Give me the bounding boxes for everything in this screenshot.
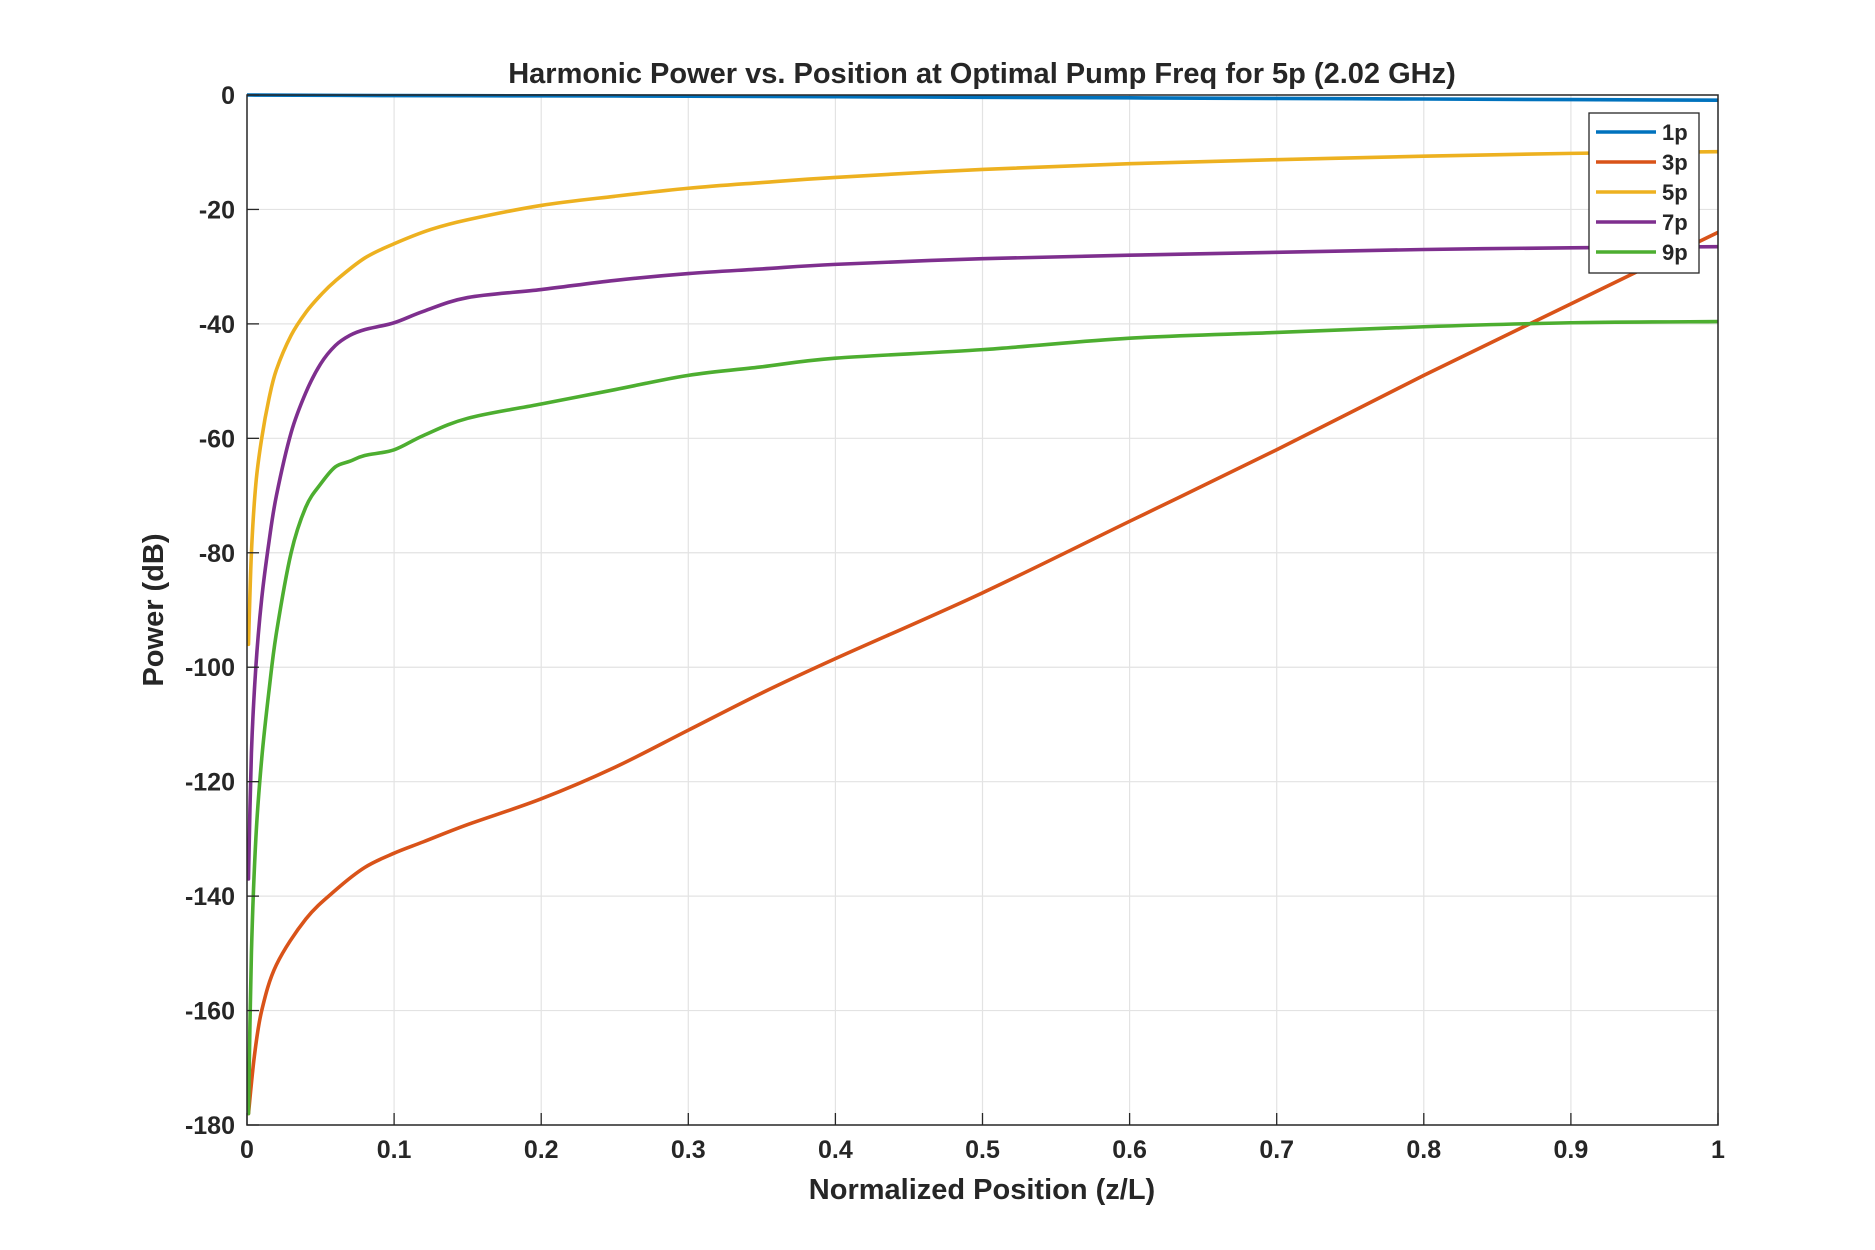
y-tick-label: -20 [199,196,235,224]
x-tick-label: 0.4 [818,1136,853,1164]
x-tick-label: 0.7 [1259,1136,1294,1164]
y-axis-title: Power (dB) [138,533,170,686]
y-tick-label: -40 [199,311,235,339]
x-tick-label: 0.3 [671,1136,706,1164]
y-tick-label: -160 [185,998,235,1026]
y-tick-label: -120 [185,769,235,797]
legend-label-5p: 5p [1662,180,1688,205]
x-tick-label: 0.8 [1406,1136,1441,1164]
axis-ticks: 0 0.1 0.2 0.3 0.4 0.5 0.6 0.7 0.8 0.9 1 0 -20 -40 -60 -… [185,82,1725,1164]
x-tick-label: 0.6 [1112,1136,1147,1164]
legend-label-9p: 9p [1662,240,1688,265]
legend-label-3p: 3p [1662,150,1688,175]
y-tick-label: -60 [199,425,235,453]
series-lines [247,93,1718,1116]
x-tick-label: 0 [240,1136,254,1164]
series-line-9p [247,319,1718,1116]
series-line-5p [247,149,1718,647]
x-tick-label: 1 [1711,1136,1725,1164]
y-tick-label: -180 [185,1112,235,1140]
x-tick-label: 0.1 [377,1136,412,1164]
x-tick-label: 0.9 [1554,1136,1589,1164]
chart-title: Harmonic Power vs. Position at Optimal P… [508,58,1456,90]
grid-lines [247,95,1718,1125]
x-tick-label: 0.2 [524,1136,559,1164]
series-line-3p [247,230,1718,1116]
y-tick-label: -100 [185,654,235,682]
y-tick-label: -140 [185,883,235,911]
series-line-7p [247,244,1718,881]
series-line-1p [247,93,1718,102]
legend-label-7p: 7p [1662,210,1688,235]
legend-label-1p: 1p [1662,120,1688,145]
y-tick-label: -80 [199,540,235,568]
y-tick-label: 0 [221,82,235,110]
x-axis-title: Normalized Position (z/L) [809,1174,1155,1206]
x-tick-label: 0.5 [965,1136,1000,1164]
legend: 1p 3p 5p 7p 9p [1588,112,1700,274]
